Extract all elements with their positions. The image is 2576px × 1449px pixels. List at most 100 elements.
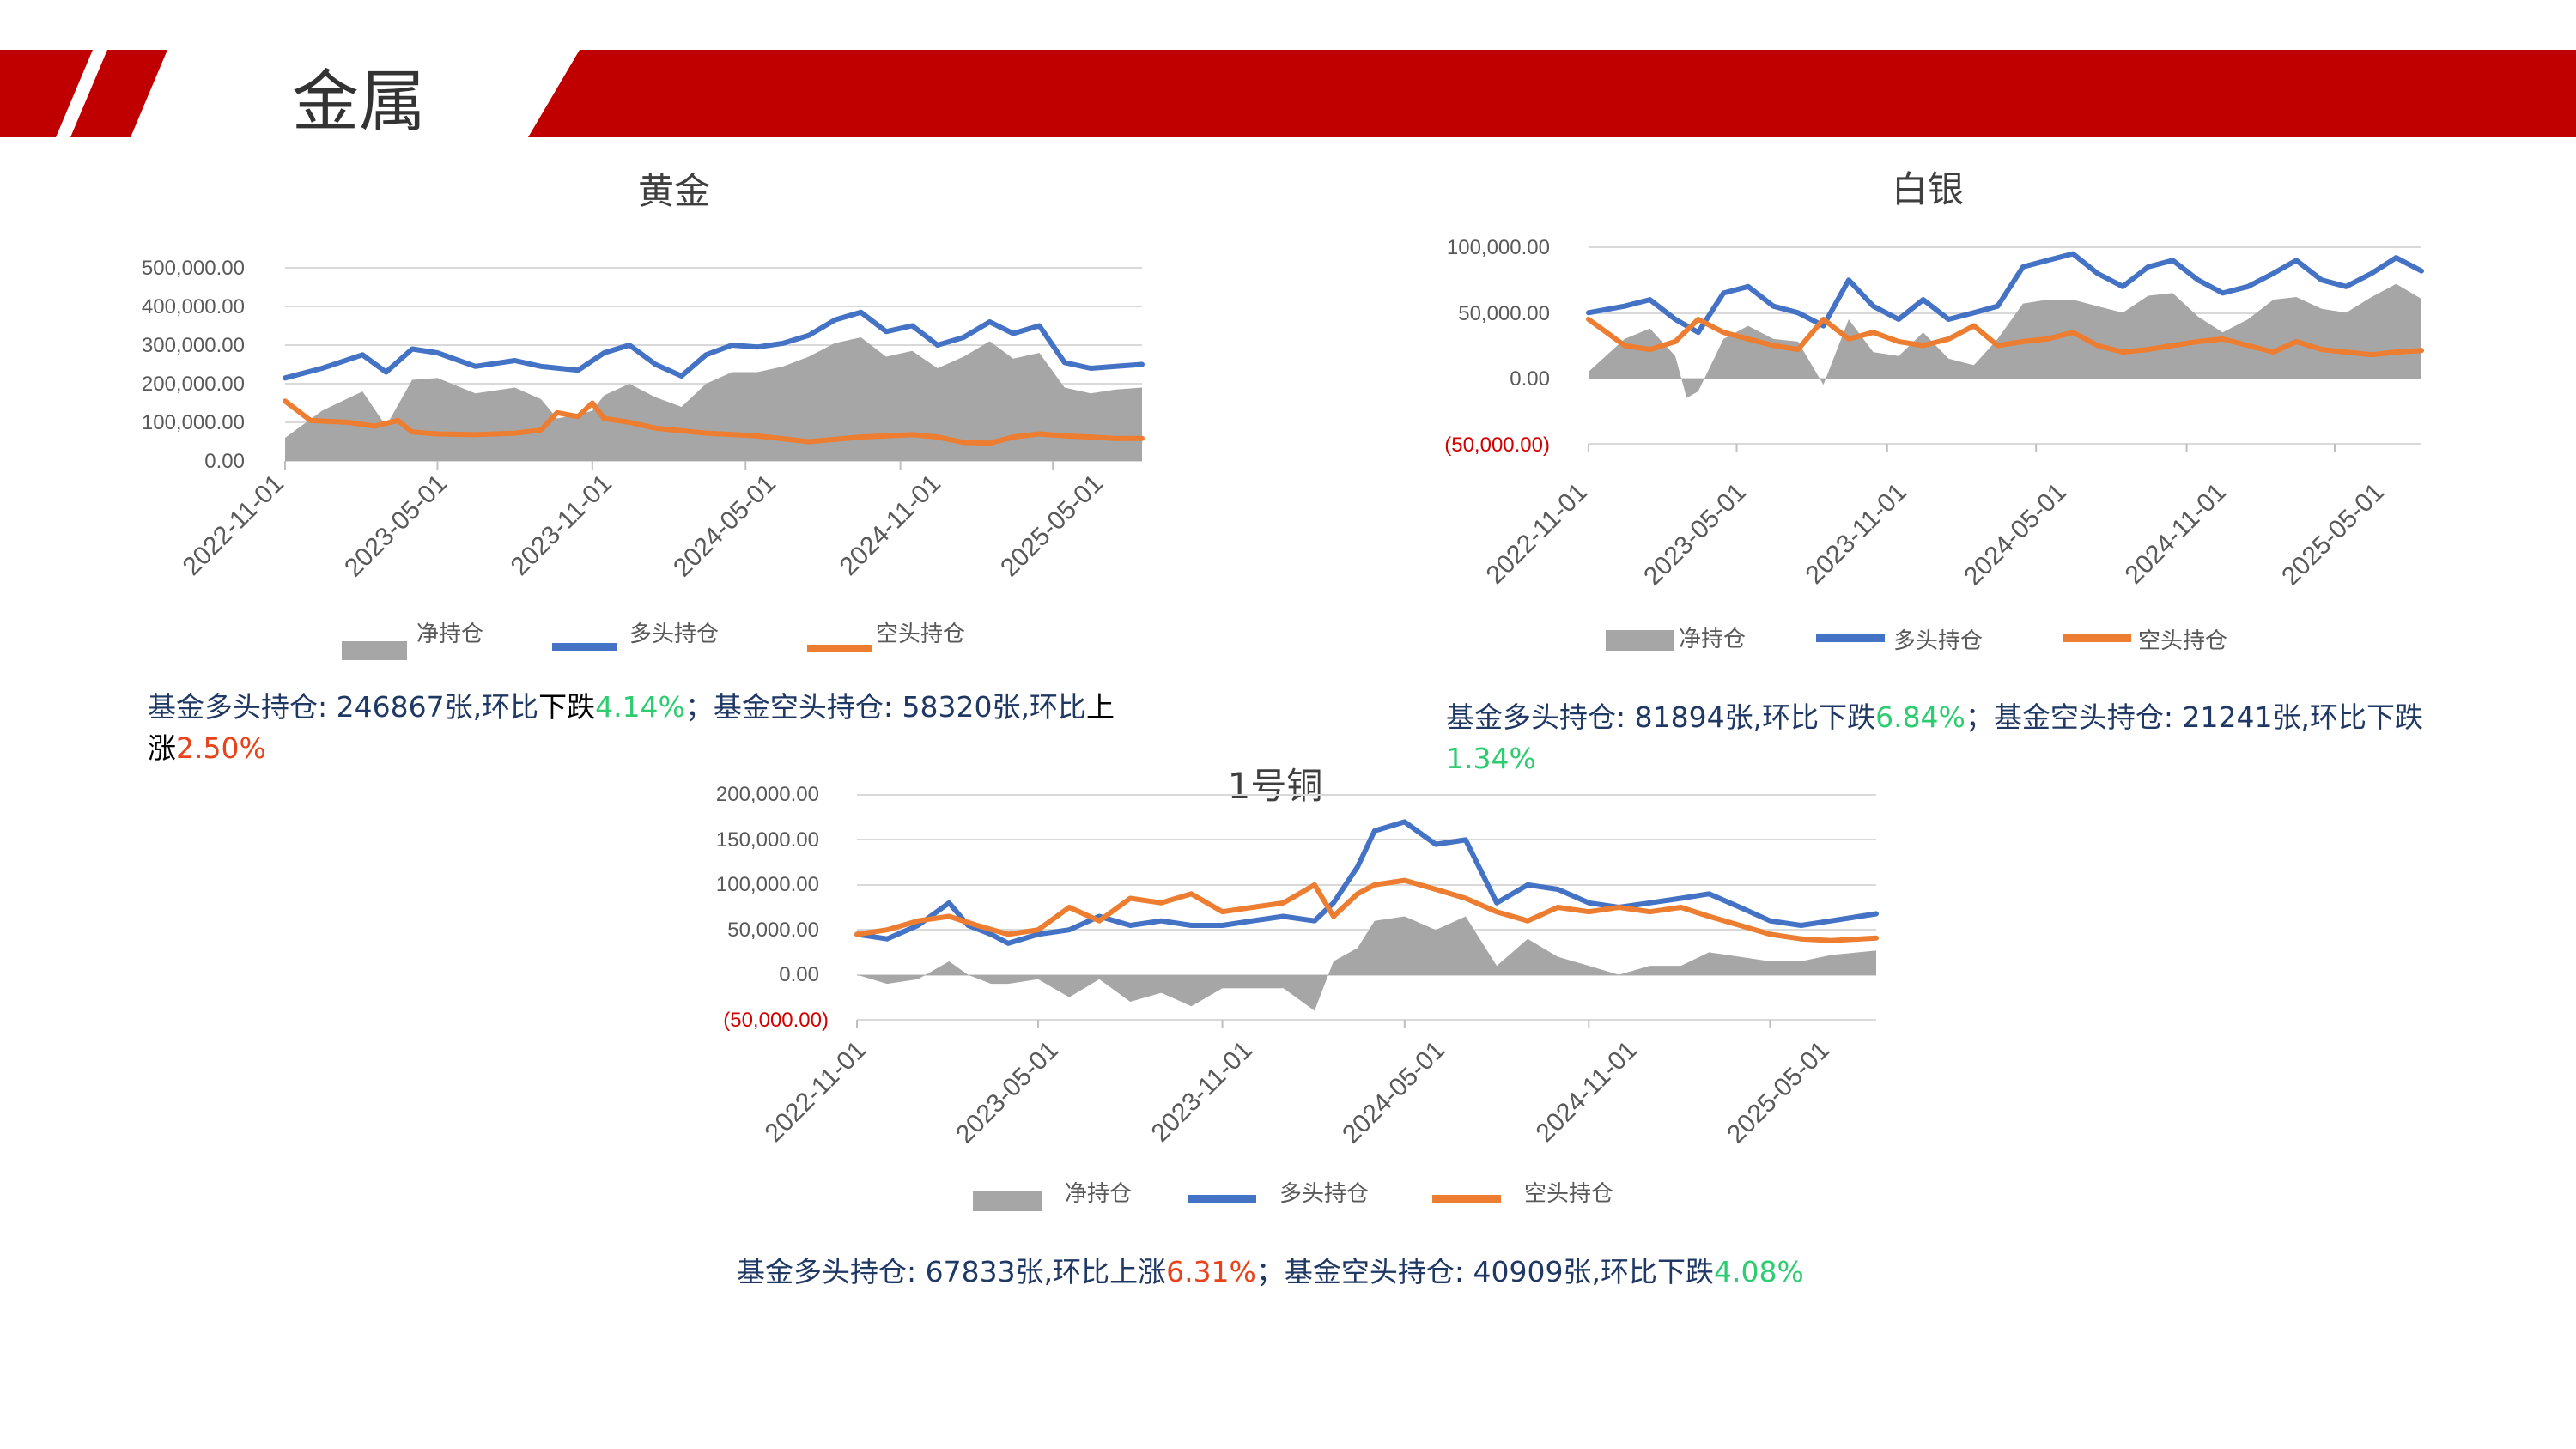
legend: 净持仓 多头持仓 空头持仓 (973, 1181, 1613, 1211)
caption-copper: 基金多头持仓: 67833张,环比上涨6.31%；基金空头持仓: 40909张,… (737, 1252, 1939, 1293)
x-tick-label: 2023-11-01 (1146, 1036, 1258, 1148)
x-tick-label: 2022-11-01 (178, 470, 289, 581)
plot-area (283, 267, 1145, 470)
x-tick-label: 2024-11-01 (835, 470, 946, 581)
legend: 净持仓 多头持仓 空头持仓 (342, 621, 965, 660)
caption-segment: 基金多头持仓: 67833张,环比上涨 (737, 1255, 1167, 1288)
caption-segment: ；基金空头持仓: 58320张,环比 (684, 690, 1086, 724)
caption-segment: 基金多头持仓: 246867张,环比 (148, 690, 539, 724)
legend: 净持仓 多头持仓 空头持仓 (1606, 627, 2227, 654)
caption-segment: 下跌 (538, 690, 596, 724)
y-tick-label: 0.00 (204, 450, 245, 473)
header-banner (0, 50, 2576, 137)
chart-gold-svg: 黄金 500,000.00 400,000.00 300,000.00 200,… (142, 170, 1145, 660)
x-tick-label: 2022-11-01 (760, 1036, 872, 1148)
legend-swatch-long (552, 643, 617, 651)
x-tick-label: 2024-11-01 (2120, 478, 2232, 590)
x-tick-label: 2025-05-01 (995, 470, 1109, 583)
series-line-long (1586, 251, 2424, 336)
series-line-short (283, 398, 1145, 446)
legend-label-net: 净持仓 (1679, 627, 1746, 652)
legend-swatch-net (973, 1191, 1042, 1211)
y-tick-label: 100,000.00 (1447, 236, 1550, 259)
page-title: 金属 (292, 64, 427, 141)
legend-label-long: 多头持仓 (1893, 628, 1983, 654)
legend-swatch-long (1816, 634, 1885, 642)
legend-swatch-net (342, 641, 407, 660)
x-tick-label: 2023-05-01 (339, 470, 453, 583)
chart-silver-svg: 白银 100,000.00 50,000.00 0.00 (50,000.00)… (1444, 168, 2424, 654)
y-tick-label: (50,000.00) (723, 1009, 829, 1032)
chart-title: 黄金 (638, 170, 710, 212)
caption-segment: ；基金空头持仓: 40909张,环比下跌 (1255, 1255, 1714, 1288)
y-tick-label: 0.00 (779, 963, 819, 986)
x-tick-label: 2023-11-01 (1801, 478, 1912, 590)
caption-segment: 上涨 (148, 690, 1115, 765)
y-axis-ticks: 200,000.00 150,000.00 100,000.00 50,000.… (716, 783, 829, 1032)
series-line-long (283, 309, 1145, 381)
legend-label-long: 多头持仓 (629, 621, 719, 647)
caption-segment: ；基金空头持仓: 21241张,环比下跌 (1965, 700, 2423, 734)
x-tick-label: 2023-11-01 (506, 470, 617, 581)
caption-segment: 4.08% (1714, 1255, 1804, 1288)
banner-bar-right (528, 50, 2576, 137)
y-tick-label: 200,000.00 (142, 373, 245, 396)
x-tick-label: 2024-05-01 (1959, 478, 2072, 591)
caption-segment: 6.84% (1875, 700, 1965, 734)
x-tick-label: 2025-05-01 (2276, 478, 2390, 591)
legend-label-net: 净持仓 (416, 621, 483, 647)
series-area-net (1589, 283, 2421, 398)
legend-swatch-net (1606, 630, 1674, 651)
caption-segment: 基金多头持仓: 81894张,环比下跌 (1446, 700, 1876, 734)
chart-silver: 白银 100,000.00 50,000.00 0.00 (50,000.00)… (1374, 163, 2490, 678)
caption-silver: 基金多头持仓: 81894张,环比下跌6.84%；基金空头持仓: 21241张,… (1446, 697, 2502, 779)
x-axis-ticks: 2022-11-01 2023-05-01 2023-11-01 2024-05… (760, 1036, 1835, 1149)
x-tick-label: 2024-05-01 (1337, 1036, 1450, 1149)
x-axis-ticks: 2022-11-01 2023-05-01 2023-11-01 2024-05… (178, 470, 1109, 583)
y-tick-label: 200,000.00 (716, 783, 819, 806)
banner-stripe-mid (70, 50, 167, 137)
caption-segment: 6.31% (1166, 1255, 1256, 1288)
banner-stripe-left (0, 50, 93, 137)
x-tick-label: 2023-05-01 (1638, 478, 1752, 591)
x-tick-label: 2022-11-01 (1481, 478, 1593, 590)
series-line-short (1586, 317, 2424, 358)
y-axis-ticks: 500,000.00 400,000.00 300,000.00 200,000… (142, 257, 245, 473)
legend-swatch-long (1188, 1195, 1256, 1203)
chart-gold: 黄金 500,000.00 400,000.00 300,000.00 200,… (129, 163, 1159, 678)
legend-label-short: 空头持仓 (876, 621, 965, 647)
caption-segment: 1.34% (1446, 742, 1536, 775)
series-line-long (854, 819, 1879, 946)
y-tick-label: 150,000.00 (716, 828, 819, 852)
chart-title: 白银 (1892, 168, 1964, 210)
y-tick-label: 100,000.00 (716, 873, 819, 896)
plot-area (1586, 246, 2424, 452)
caption-gold: 基金多头持仓: 246867张,环比下跌4.14%；基金空头持仓: 58320张… (148, 687, 1135, 769)
legend-swatch-short (1432, 1195, 1501, 1203)
y-tick-label: 100,000.00 (142, 411, 245, 434)
plot-area (854, 794, 1879, 1028)
caption-segment: 4.14% (595, 690, 685, 724)
x-axis-ticks: 2022-11-01 2023-05-01 2023-11-01 2024-05… (1481, 478, 2390, 591)
series-line-short (854, 877, 1879, 943)
x-tick-label: 2024-11-01 (1531, 1036, 1643, 1148)
series-area-net (285, 337, 1142, 461)
legend-label-net: 净持仓 (1065, 1181, 1132, 1207)
caption-segment: 2.50% (176, 731, 266, 765)
chart-copper-svg: 1号铜 200,000.00 150,000.00 100,000.00 50,… (716, 765, 1879, 1211)
y-tick-label: (50,000.00) (1444, 433, 1550, 457)
x-tick-label: 2023-05-01 (951, 1036, 1064, 1149)
y-axis-ticks: 100,000.00 50,000.00 0.00 (50,000.00) (1444, 236, 1550, 457)
series-area-net (857, 916, 1876, 1011)
y-tick-label: 50,000.00 (727, 919, 819, 942)
legend-label-long: 多头持仓 (1279, 1181, 1369, 1207)
x-tick-label: 2025-05-01 (1722, 1036, 1835, 1149)
chart-title: 1号铜 (1228, 765, 1323, 807)
legend-swatch-short (807, 645, 872, 652)
x-tick-label: 2024-05-01 (668, 470, 781, 583)
y-tick-label: 0.00 (1510, 367, 1550, 391)
legend-label-short: 空头持仓 (2138, 628, 2227, 654)
legend-swatch-short (2063, 634, 2131, 642)
y-tick-label: 300,000.00 (142, 334, 245, 357)
legend-label-short: 空头持仓 (1524, 1181, 1613, 1207)
